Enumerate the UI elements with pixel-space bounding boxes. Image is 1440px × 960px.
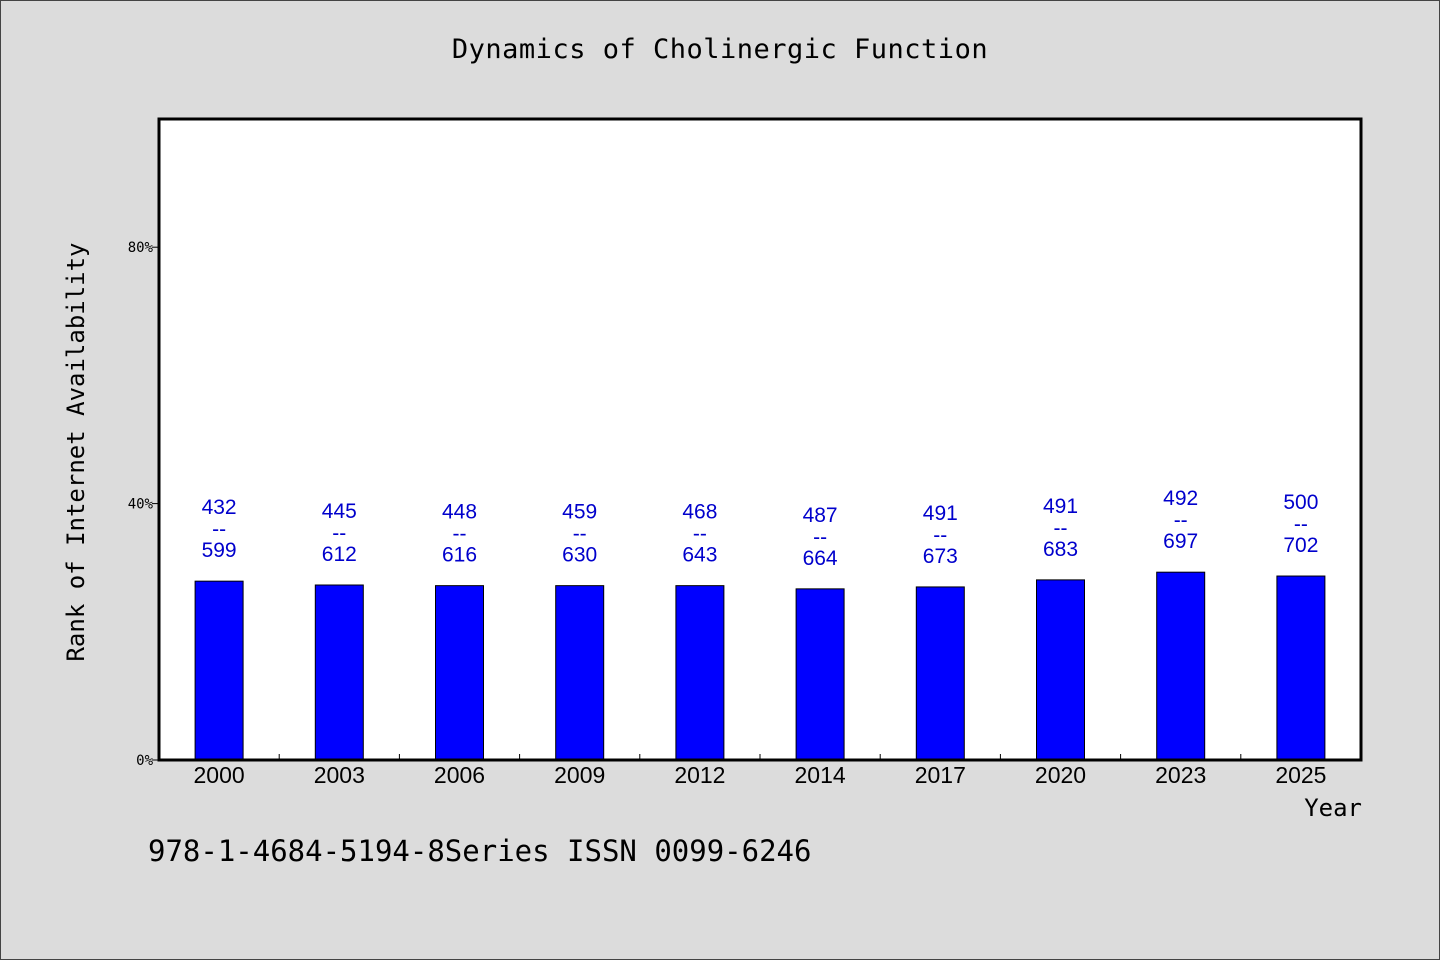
x-category-label: 2003 [314, 762, 365, 788]
bar-label-bottom: 630 [562, 544, 597, 567]
bar-label-bottom: 599 [202, 539, 237, 562]
x-category-label: 2025 [1275, 762, 1326, 788]
bar-label-top: 445 [322, 500, 357, 523]
bar-label-bottom: 664 [803, 547, 838, 570]
bar-label-top: 492 [1163, 487, 1198, 510]
bar [1156, 571, 1206, 761]
bar-label-separator: -- [693, 523, 707, 546]
bar-label-bottom: 673 [923, 545, 958, 568]
x-category-label: 2012 [674, 762, 725, 788]
bar-label-separator: -- [933, 524, 947, 547]
bar-label-separator: -- [453, 523, 467, 546]
bar-label-bottom: 697 [1163, 530, 1198, 553]
bar-label-top: 459 [562, 501, 597, 524]
bar-label-top: 487 [803, 504, 838, 527]
bar-label-separator: -- [573, 523, 587, 546]
bar-label-bottom: 612 [322, 543, 357, 566]
bar-label-top: 491 [1043, 495, 1078, 518]
isbn-note: 978-1-4684-5194-8Series ISSN 0099-6246 [148, 834, 812, 868]
bar [795, 588, 845, 761]
x-category-label: 2006 [434, 762, 485, 788]
bar-label-separator: -- [1174, 509, 1188, 532]
bar [675, 585, 725, 761]
bar-label-bottom: 702 [1283, 534, 1318, 557]
plot-border [157, 117, 1363, 762]
chart-title: Dynamics of Cholinergic Function [451, 34, 989, 65]
x-category-label: 2017 [915, 762, 966, 788]
y-tick-label: 0% [136, 753, 153, 769]
bar-label-bottom: 683 [1043, 538, 1078, 561]
y-axis-label: Rank of Internet Availability [62, 242, 90, 662]
bar [915, 586, 965, 761]
y-tick-label: 80% [128, 240, 154, 256]
bar [555, 585, 605, 761]
bar-label-separator: -- [332, 522, 346, 545]
bar [194, 580, 244, 761]
bar-label-separator: -- [212, 518, 226, 541]
bar-label-top: 491 [923, 502, 958, 525]
bar-label-bottom: 643 [682, 544, 717, 567]
bar [1276, 575, 1326, 761]
y-tick-label: 40% [128, 497, 154, 513]
x-category-label: 2009 [554, 762, 605, 788]
x-axis-label: Year [1304, 794, 1362, 822]
bar [1036, 579, 1085, 761]
bar-label-top: 468 [682, 501, 717, 524]
x-category-label: 2000 [194, 762, 245, 788]
bar [435, 585, 484, 761]
x-category-label: 2020 [1035, 762, 1086, 788]
bar-label-top: 432 [202, 496, 237, 519]
bar-label-separator: -- [1294, 513, 1308, 536]
bar-label-bottom: 616 [442, 544, 477, 567]
bar-label-separator: -- [1054, 517, 1068, 540]
bar-label-top: 448 [442, 501, 477, 524]
bar-label-top: 500 [1283, 491, 1318, 514]
bar [314, 584, 364, 761]
x-category-label: 2023 [1155, 762, 1206, 788]
bar-label-separator: -- [813, 526, 827, 549]
x-category-label: 2014 [795, 762, 846, 788]
